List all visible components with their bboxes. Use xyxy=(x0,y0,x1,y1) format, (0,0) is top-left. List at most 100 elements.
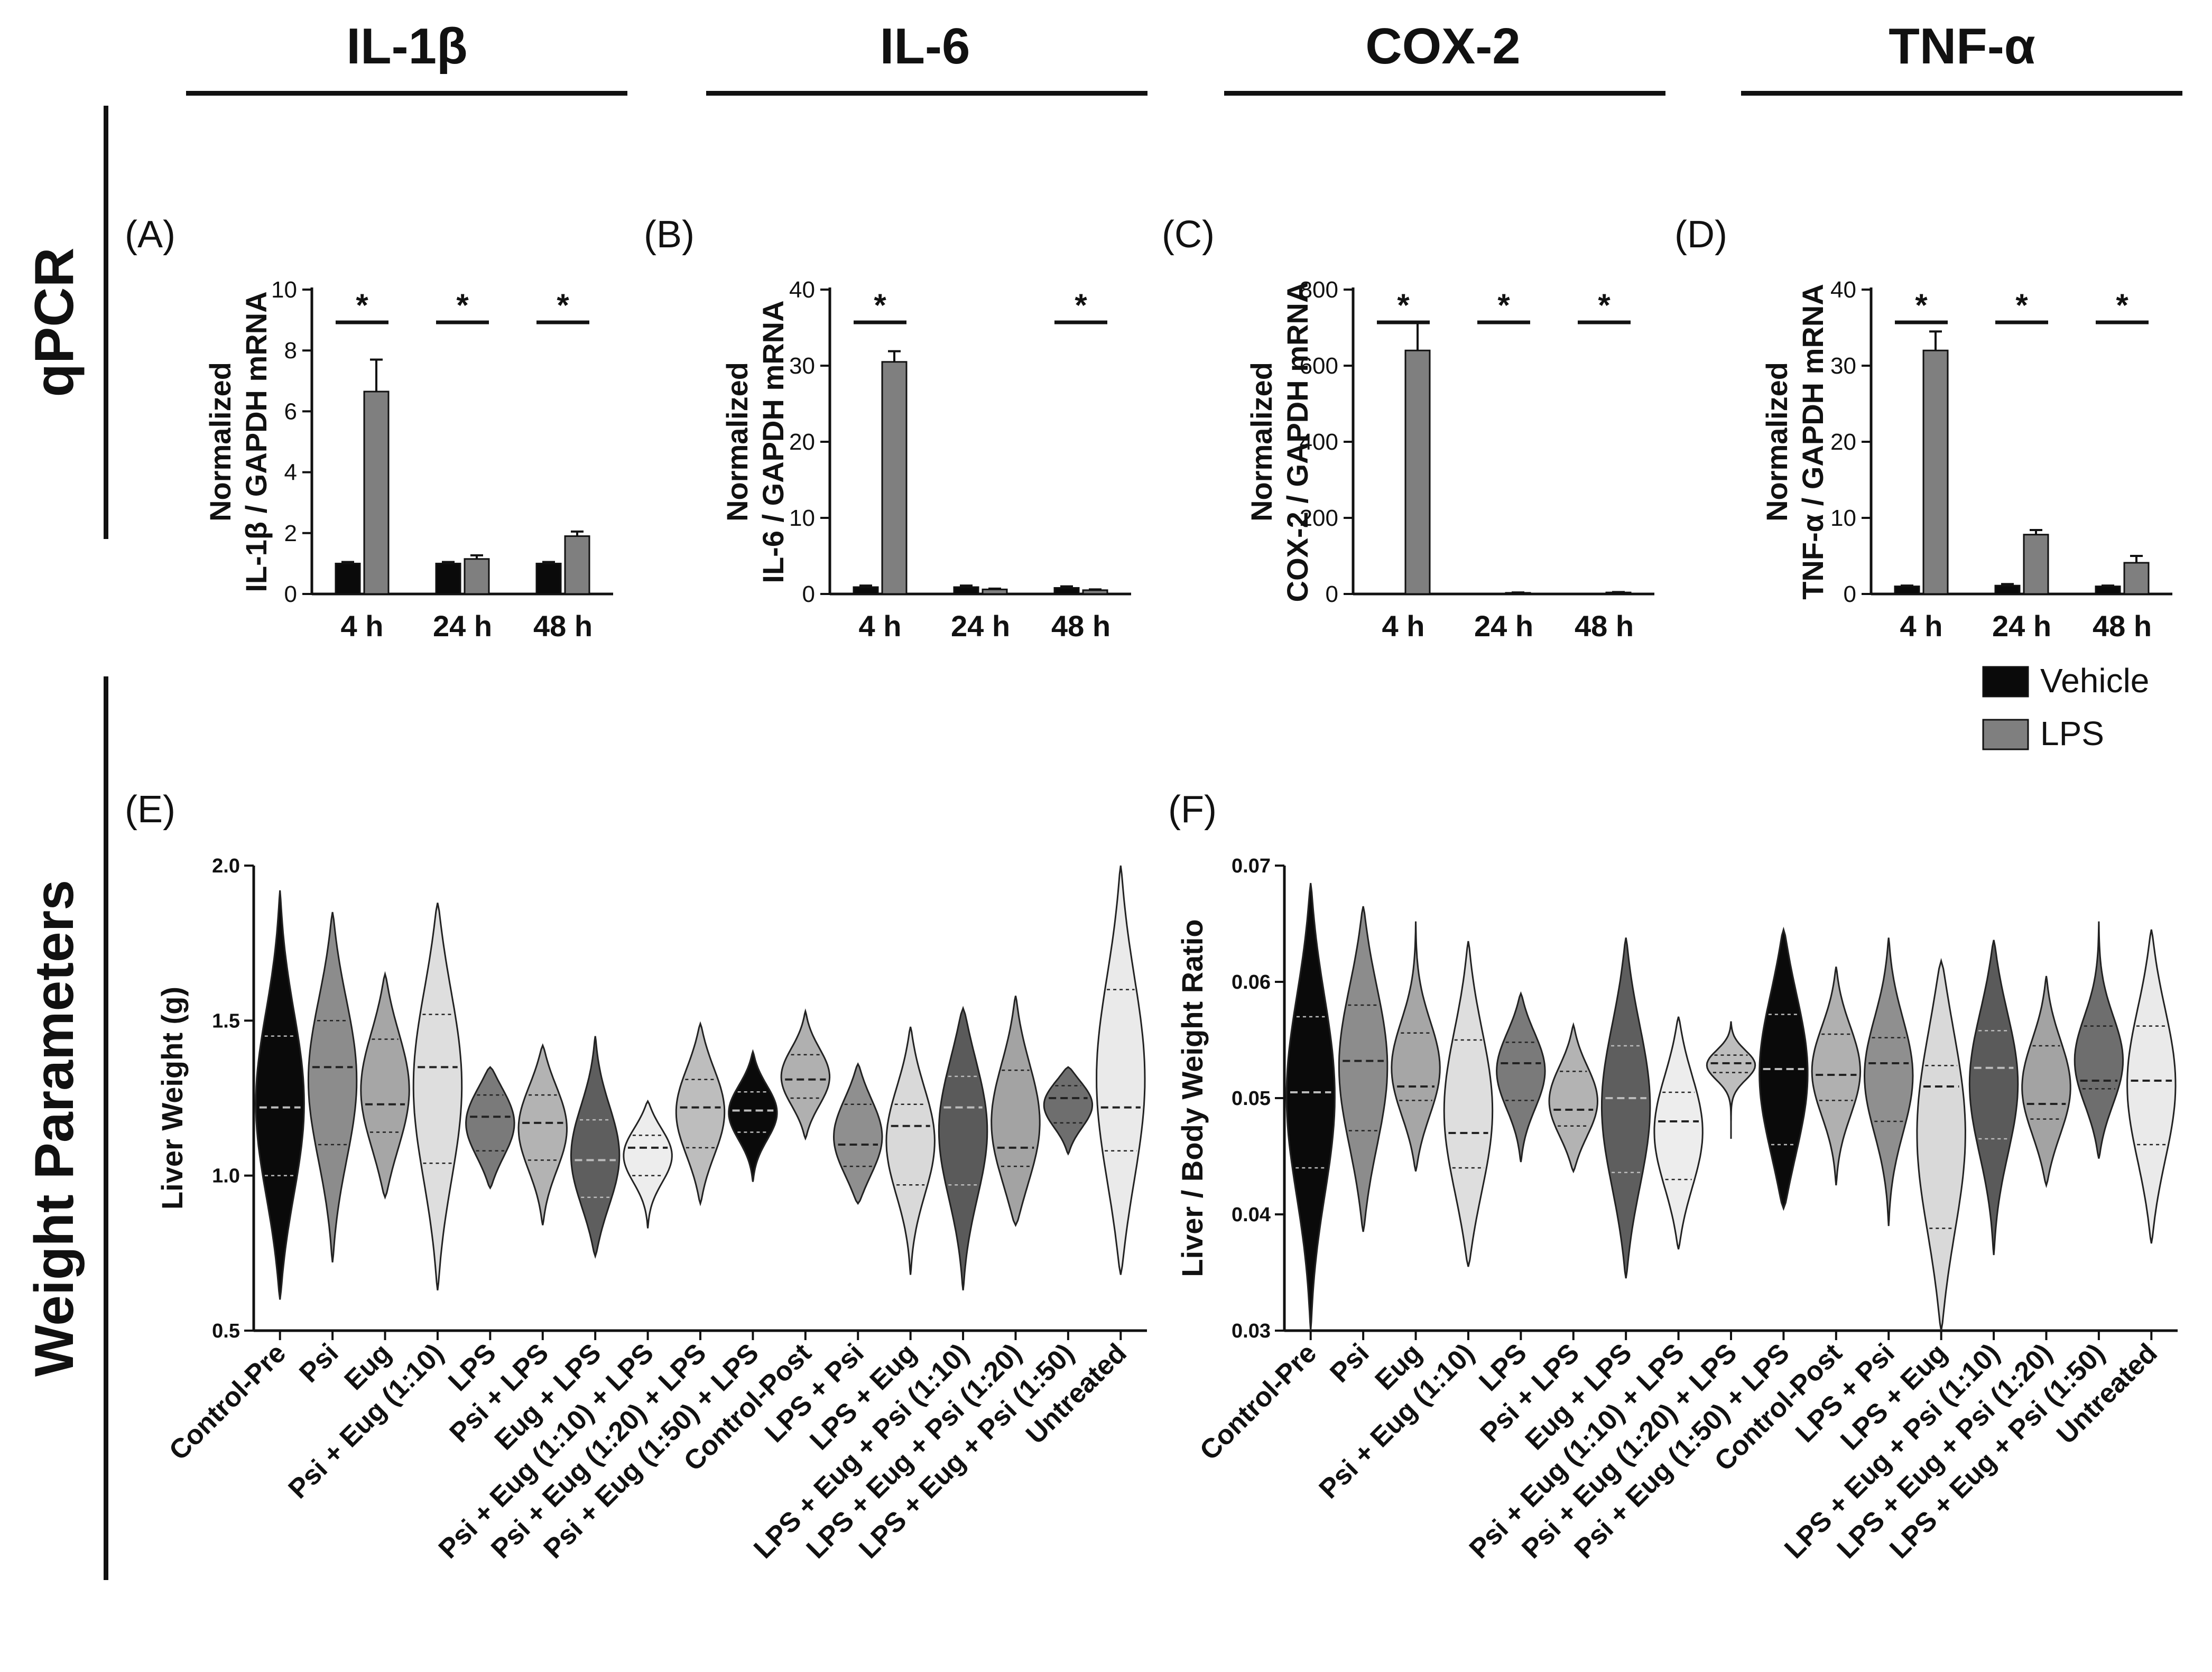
legend-swatch-vehicle xyxy=(1982,666,2029,698)
y-tick-label: 0.03 xyxy=(1232,1320,1271,1342)
panel-label-d: (D) xyxy=(1674,213,1727,256)
y-axis-label: NormalizedIL-6 / GAPDH mRNA xyxy=(720,300,790,583)
violin-shape xyxy=(1496,991,1546,1163)
row-label-weight: Weight Parameters xyxy=(24,880,85,1377)
violin-shape xyxy=(1706,1021,1756,1139)
bar-vehicle xyxy=(335,562,361,595)
panel-label-a: (A) xyxy=(125,213,175,256)
y-tick-label: 0.05 xyxy=(1232,1088,1271,1110)
y-axis-label-line: COX-2 / GAPDH mRNA xyxy=(1281,282,1314,602)
bar-lps xyxy=(363,391,390,595)
bar-vehicle xyxy=(435,562,461,595)
y-tick-label: 0.04 xyxy=(1232,1204,1271,1226)
violin-shape xyxy=(1968,940,2019,1256)
bar-lps xyxy=(564,535,590,595)
legend-swatch-lps xyxy=(1982,719,2029,750)
legend: Vehicle LPS xyxy=(1982,662,2149,753)
y-tick-label: 40 xyxy=(789,277,815,303)
y-tick-label: 6 xyxy=(284,398,297,424)
y-axis-label: Liver Weight (g) xyxy=(155,987,189,1210)
bar-lps xyxy=(2123,562,2150,595)
violin-shape xyxy=(255,890,305,1300)
y-tick-label: 40 xyxy=(1830,277,1856,303)
header-tnfa: TNF-α xyxy=(1889,18,2035,75)
significance-star: * xyxy=(1397,287,1410,323)
row-bar-weight xyxy=(104,676,108,1580)
y-tick-label: 20 xyxy=(789,429,815,455)
bar-lps xyxy=(1082,589,1108,595)
y-tick-label: 400 xyxy=(1300,429,1338,455)
violin-shape xyxy=(1811,967,1862,1186)
violin-shape xyxy=(1863,937,1914,1227)
violin-shape xyxy=(2021,976,2071,1188)
y-axis-label-line: TNF-α / GAPDH mRNA xyxy=(1796,284,1829,600)
x-tick-label: 48 h xyxy=(2093,609,2152,643)
y-tick-label: 1.5 xyxy=(212,1010,240,1032)
panel-label-f: (F) xyxy=(1168,788,1217,831)
significance-star: * xyxy=(1915,287,1928,323)
bar-lps xyxy=(982,588,1008,595)
header-il6: IL-6 xyxy=(880,18,970,75)
x-tick-label: 24 h xyxy=(433,609,492,643)
violin-shape xyxy=(307,912,358,1263)
panel-label-b: (B) xyxy=(644,213,695,256)
significance-star: * xyxy=(1598,287,1611,323)
violin-shape xyxy=(1043,1066,1094,1156)
violin-shape xyxy=(1600,937,1651,1279)
x-tick-label: Psi xyxy=(1324,1337,1375,1388)
violin-shape xyxy=(1548,1022,1599,1174)
violin-shape xyxy=(570,1036,621,1259)
violin-shape xyxy=(2074,921,2124,1159)
y-axis-label-line: Normalized xyxy=(720,362,754,522)
y-tick-label: 10 xyxy=(1830,505,1856,531)
row-bar-qpcr xyxy=(104,106,108,539)
significance-star: * xyxy=(1497,287,1510,323)
y-axis-label-line: IL-1β / GAPDH mRNA xyxy=(239,291,273,592)
y-tick-label: 0 xyxy=(802,581,815,607)
y-tick-label: 800 xyxy=(1300,277,1338,303)
bar-vehicle xyxy=(1894,586,1920,595)
bar-lps xyxy=(881,361,908,595)
x-tick-label: Control-Pre xyxy=(1194,1337,1322,1466)
violin-shape xyxy=(1096,865,1146,1275)
row-label-qpcr: qPCR xyxy=(24,247,85,397)
y-tick-label: 2.0 xyxy=(212,855,240,877)
violin-shape xyxy=(885,1026,936,1275)
chart-f: 0.03 0.04 0.05 0.06 0.07 Liver / Body Weight … xyxy=(1176,855,2178,1565)
panel-label-e: (E) xyxy=(125,788,175,831)
y-axis-label-line: IL-6 / GAPDH mRNA xyxy=(756,300,790,583)
y-tick-label: 2 xyxy=(284,521,297,546)
significance-star: * xyxy=(2116,287,2128,323)
y-tick-label: 8 xyxy=(284,338,297,364)
violin-shape xyxy=(1285,883,1336,1331)
y-axis-label-line: Normalized xyxy=(1245,362,1278,522)
y-tick-label: 0.5 xyxy=(212,1320,240,1342)
significance-star: * xyxy=(874,287,886,323)
significance-star: * xyxy=(557,287,569,323)
y-axis-label: NormalizedTNF-α / GAPDH mRNA xyxy=(1760,284,1829,600)
violin-shape xyxy=(1653,1016,1704,1250)
x-tick-label: 48 h xyxy=(1051,609,1110,643)
violin-shape xyxy=(360,971,410,1200)
y-tick-label: 0.06 xyxy=(1232,971,1271,993)
y-axis-label: NormalizedIL-1β / GAPDH mRNA xyxy=(203,291,273,592)
legend-label-lps: LPS xyxy=(2040,714,2104,753)
bar-lps xyxy=(1922,349,1949,595)
y-tick-label: 30 xyxy=(1830,353,1856,379)
y-tick-label: 0 xyxy=(284,581,297,607)
bar-vehicle xyxy=(1994,584,2021,595)
significance-star: * xyxy=(1075,287,1087,323)
bar-vehicle xyxy=(1577,592,1603,595)
y-tick-label: 600 xyxy=(1300,353,1338,379)
y-tick-label: 20 xyxy=(1830,429,1856,455)
y-axis-label: NormalizedCOX-2 / GAPDH mRNA xyxy=(1245,282,1314,602)
header-cox2: COX-2 xyxy=(1365,18,1520,75)
x-tick-label: 4 h xyxy=(1900,609,1943,643)
bar-vehicle xyxy=(1376,592,1402,595)
violin-shape xyxy=(1338,906,1389,1232)
